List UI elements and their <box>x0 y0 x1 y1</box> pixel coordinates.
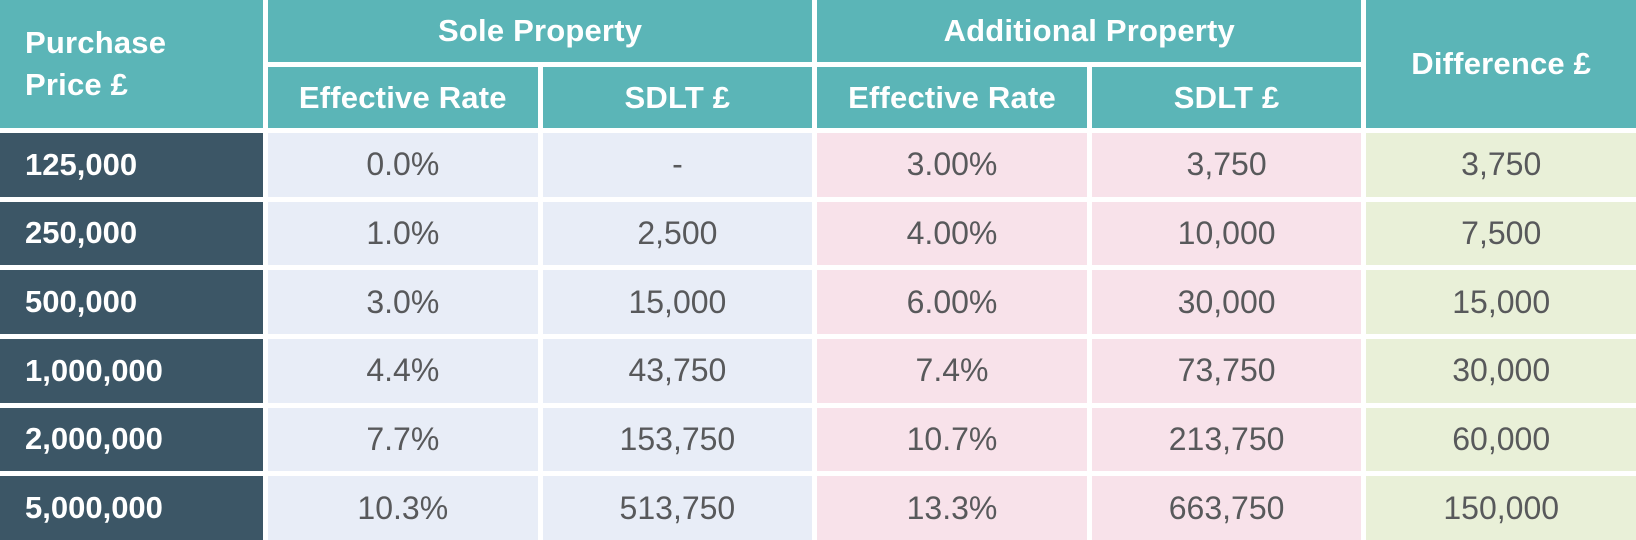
col-header-purchase-price: Purchase Price £ <box>0 0 263 128</box>
price-cell: 250,000 <box>0 201 263 266</box>
additional-rate-cell: 7.4% <box>817 339 1087 403</box>
price-cell: 125,000 <box>0 133 263 197</box>
price-cell: 5,000,000 <box>0 476 263 540</box>
additional-sdlt-cell: 213,750 <box>1091 407 1362 472</box>
subheader-additional-effective-rate: Effective Rate <box>817 67 1087 128</box>
sole-sdlt-cell: 153,750 <box>542 407 813 472</box>
additional-sdlt-cell: 663,750 <box>1091 476 1362 540</box>
sole-sdlt-cell: 43,750 <box>542 339 813 403</box>
difference-cell: 60,000 <box>1366 407 1636 472</box>
sole-rate-cell: 0.0% <box>268 133 538 197</box>
additional-sdlt-cell: 30,000 <box>1091 270 1362 334</box>
sole-sdlt-cell: 15,000 <box>542 270 813 334</box>
price-cell: 1,000,000 <box>0 339 263 403</box>
subheader-additional-sdlt: SDLT £ <box>1091 67 1362 128</box>
additional-sdlt-cell: 73,750 <box>1091 339 1362 403</box>
sole-sdlt-cell: 513,750 <box>542 476 813 540</box>
difference-cell: 3,750 <box>1366 133 1636 197</box>
additional-sdlt-cell: 10,000 <box>1091 201 1362 266</box>
subheader-sole-effective-rate: Effective Rate <box>268 67 538 128</box>
sole-sdlt-cell: 2,500 <box>542 201 813 266</box>
col-group-header-sole-property: Sole Property <box>268 0 813 62</box>
sole-rate-cell: 10.3% <box>268 476 538 540</box>
additional-rate-cell: 3.00% <box>817 133 1087 197</box>
col-header-difference: Difference £ <box>1366 0 1636 128</box>
difference-cell: 15,000 <box>1366 270 1636 334</box>
sole-sdlt-cell: - <box>542 133 813 197</box>
difference-cell: 30,000 <box>1366 339 1636 403</box>
price-cell: 2,000,000 <box>0 407 263 472</box>
difference-cell: 7,500 <box>1366 201 1636 266</box>
additional-rate-cell: 10.7% <box>817 407 1087 472</box>
additional-rate-cell: 6.00% <box>817 270 1087 334</box>
sole-rate-cell: 3.0% <box>268 270 538 334</box>
additional-rate-cell: 13.3% <box>817 476 1087 540</box>
subheader-sole-sdlt: SDLT £ <box>542 67 813 128</box>
sole-rate-cell: 4.4% <box>268 339 538 403</box>
sole-rate-cell: 7.7% <box>268 407 538 472</box>
col-group-header-additional-property: Additional Property <box>817 0 1362 62</box>
difference-cell: 150,000 <box>1366 476 1636 540</box>
price-cell: 500,000 <box>0 270 263 334</box>
sole-rate-cell: 1.0% <box>268 201 538 266</box>
additional-sdlt-cell: 3,750 <box>1091 133 1362 197</box>
additional-rate-cell: 4.00% <box>817 201 1087 266</box>
